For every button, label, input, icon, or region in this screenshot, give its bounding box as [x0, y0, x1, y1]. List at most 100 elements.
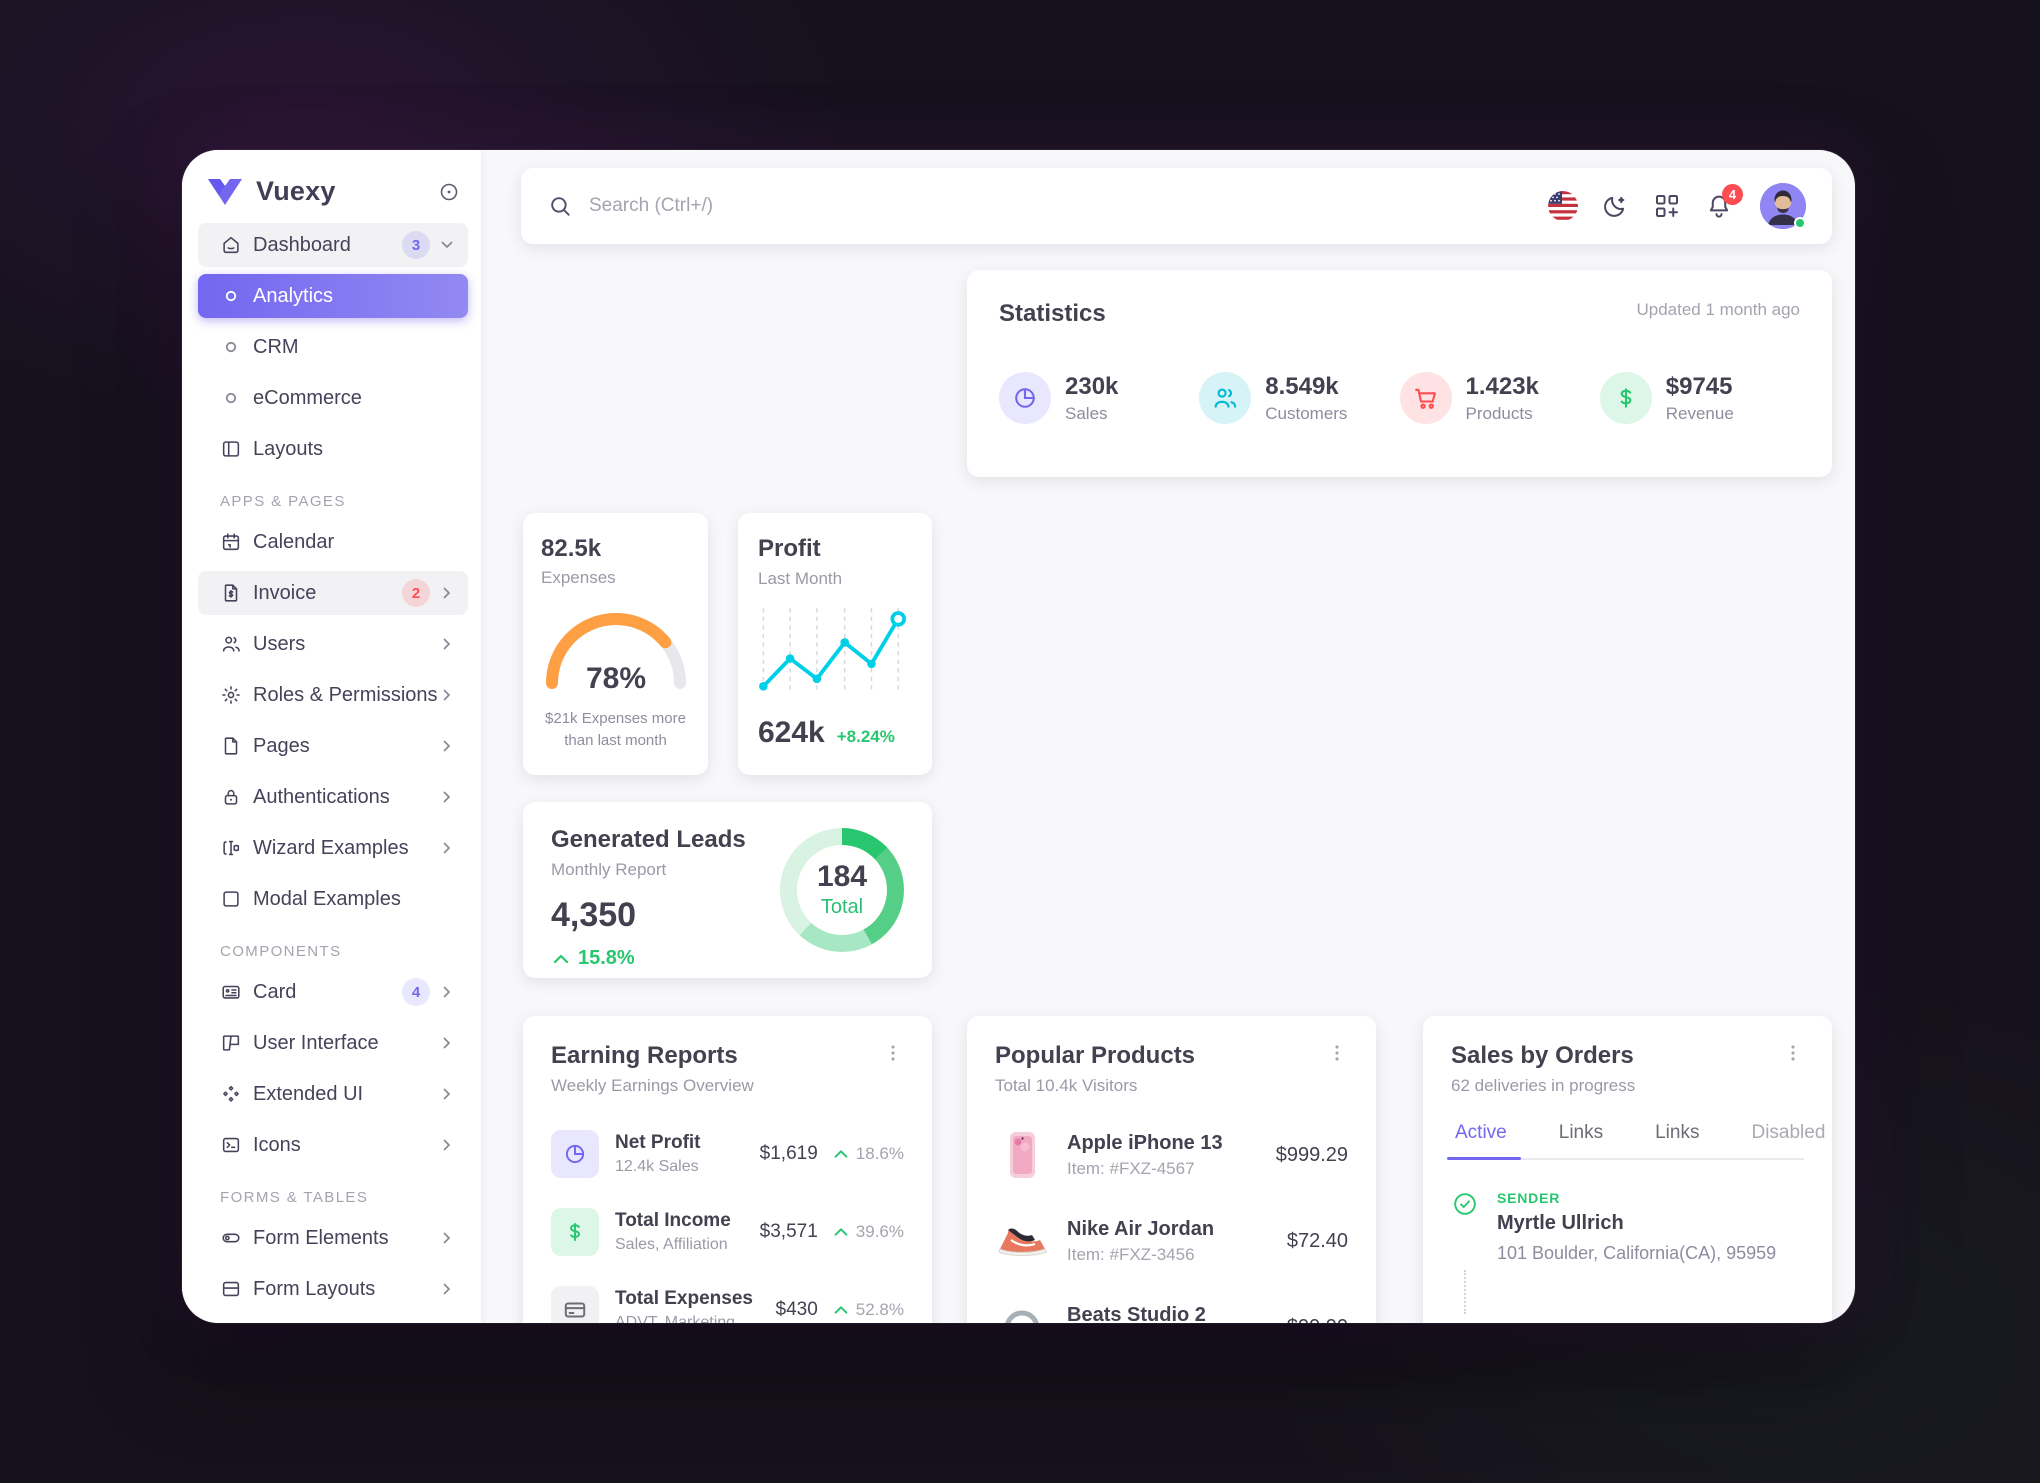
- sidebar-item-wizard-examples[interactable]: Wizard Examples: [198, 826, 468, 870]
- leads-total-label: Total: [820, 895, 864, 918]
- check-circle-icon: [1454, 1193, 1476, 1215]
- main-content: 4 S: [481, 150, 1855, 1323]
- product-price: $99.90: [1287, 1316, 1348, 1324]
- trend-up-icon: [834, 1306, 848, 1314]
- sidebar-item-ecommerce[interactable]: eCommerce: [198, 376, 468, 420]
- sidebar-item-user-interface[interactable]: User Interface: [198, 1021, 468, 1065]
- card-badge: 4: [402, 978, 430, 1006]
- tab-links-2[interactable]: Links: [1655, 1122, 1700, 1143]
- sidebar-item-label: Calendar: [253, 530, 335, 553]
- more-options-icon[interactable]: [882, 1042, 904, 1064]
- tab-links-1[interactable]: Links: [1558, 1122, 1604, 1143]
- notifications-button[interactable]: 4: [1704, 184, 1743, 221]
- sidebar-item-calendar[interactable]: Calendar: [198, 520, 468, 564]
- more-options-icon[interactable]: [1782, 1042, 1804, 1064]
- sidebar-item-form-elements[interactable]: Form Elements: [198, 1216, 468, 1260]
- earning-row-value: $430: [775, 1299, 818, 1320]
- id-card-icon: [222, 985, 240, 999]
- sidebar-item-dashboard[interactable]: Dashboard 3: [198, 223, 468, 267]
- product-name: Beats Studio 2: [1067, 1303, 1206, 1324]
- chevron-right-icon: [443, 740, 450, 752]
- profit-card: Profit Last Month 624k +8.24%: [738, 513, 932, 775]
- expenses-card: 82.5k Expenses 78% $21k Expenses more th…: [523, 513, 708, 775]
- sidebar-collapse-icon[interactable]: [437, 180, 461, 204]
- sidebar-item-users[interactable]: Users: [198, 622, 468, 666]
- trend-up-icon: [834, 1150, 848, 1158]
- sidebar-item-icons[interactable]: Icons: [198, 1123, 468, 1167]
- stat-value: 8.549k: [1265, 372, 1339, 400]
- sidebar-item-form-layouts[interactable]: Form Layouts: [198, 1267, 468, 1311]
- sidebar-item-label: Form Elements: [253, 1226, 389, 1249]
- chart-pie-icon: [1015, 388, 1035, 408]
- tab-active[interactable]: Active: [1447, 1122, 1521, 1160]
- earning-row-title: Total Income: [615, 1210, 731, 1231]
- language-flag-icon[interactable]: [1548, 191, 1578, 221]
- sidebar-item-label: Invoice: [253, 581, 317, 604]
- profit-delta: +8.24%: [836, 727, 895, 746]
- earning-reports-card: Earning Reports Weekly Earnings Overview…: [523, 1016, 932, 1323]
- product-item-id: Item: #FXZ-4567: [1067, 1158, 1195, 1178]
- dollar-icon: [570, 1222, 580, 1242]
- sidebar-item-modal-examples[interactable]: Modal Examples: [198, 877, 468, 921]
- sidebar-item-analytics[interactable]: Analytics: [198, 274, 468, 318]
- product-row-beats: Beats Studio 2 Item: #FXZ-9485 $99.90: [995, 1300, 1348, 1323]
- earning-row-total-income: Total Income Sales, Affiliation $3,571 3…: [551, 1208, 904, 1256]
- expenses-gauge-chart: 78%: [541, 606, 691, 695]
- section-header-forms-tables: FORMS & TABLES: [220, 1189, 369, 1206]
- expenses-value: 82.5k: [541, 535, 602, 562]
- shortcuts-button[interactable]: [1652, 191, 1682, 221]
- sidebar-item-card[interactable]: Card 4: [198, 970, 468, 1014]
- sidebar-item-layouts[interactable]: Layouts: [198, 427, 468, 471]
- sidebar-item-label: Modal Examples: [253, 887, 401, 910]
- sidebar-item-label: Roles & Permissions: [253, 683, 438, 706]
- sidebar-item-pages[interactable]: Pages: [198, 724, 468, 768]
- dark-mode-toggle[interactable]: [1600, 191, 1630, 221]
- stat-value: 1.423k: [1465, 372, 1539, 400]
- chevron-right-icon: [443, 587, 450, 599]
- sidebar-item-label: eCommerce: [253, 386, 362, 409]
- section-header-components: COMPONENTS: [220, 943, 342, 960]
- tab-disabled[interactable]: Disabled: [1751, 1122, 1826, 1143]
- chart-pie-icon: [565, 1144, 585, 1164]
- sidebar-item-authentications[interactable]: Authentications: [198, 775, 468, 819]
- file-icon: [224, 737, 238, 755]
- sidebar-item-label: CRM: [253, 335, 299, 358]
- orders-title: Sales by Orders: [1451, 1042, 1634, 1069]
- vuexy-logo-icon: [208, 178, 242, 205]
- sidebar-item-label: Card: [253, 980, 297, 1003]
- trend-up-icon: [834, 1228, 848, 1236]
- statistics-row: 230k Sales 8.549k Customers 1.423k Products: [999, 372, 1800, 424]
- product-name: Apple iPhone 13: [1067, 1131, 1223, 1154]
- leads-subtitle: Monthly Report: [551, 860, 667, 879]
- product-row-nike: Nike Air Jordan Item: #FXZ-3456 $72.40: [995, 1214, 1348, 1268]
- chevron-right-icon: [443, 842, 450, 854]
- iphone-product-image: [995, 1128, 1049, 1182]
- moon-icon: [1604, 196, 1625, 217]
- chevron-right-icon: [443, 689, 450, 701]
- more-options-icon[interactable]: [1326, 1042, 1348, 1064]
- sidebar-item-label: Layouts: [253, 437, 324, 460]
- notification-badge: 4: [1722, 184, 1743, 205]
- earning-row-value: $1,619: [759, 1143, 818, 1164]
- headphones-product-image: [995, 1300, 1049, 1323]
- earning-row-delta: 52.8%: [832, 1300, 904, 1320]
- statistics-updated: Updated 1 month ago: [1636, 300, 1800, 319]
- sender-role: SENDER: [1497, 1190, 1561, 1206]
- search-icon: [551, 197, 570, 216]
- sidebar-item-roles-permissions[interactable]: Roles & Permissions: [198, 673, 468, 717]
- chevron-right-icon: [443, 986, 450, 998]
- user-avatar[interactable]: [1760, 183, 1806, 229]
- sidebar-item-invoice[interactable]: Invoice 2: [198, 571, 468, 615]
- generated-leads-card: Generated Leads Monthly Report 4,350 15.…: [523, 802, 932, 978]
- earning-row-title: Total Expenses: [615, 1288, 753, 1309]
- sidebar-item-extended-ui[interactable]: Extended UI: [198, 1072, 468, 1116]
- sidebar-item-crm[interactable]: CRM: [198, 325, 468, 369]
- chevron-right-icon: [443, 1232, 450, 1244]
- sidebar-item-label: Form Layouts: [253, 1277, 376, 1300]
- earning-row-title: Net Profit: [615, 1132, 701, 1153]
- section-header-apps-pages: APPS & PAGES: [220, 493, 346, 510]
- dollar-icon: [1620, 388, 1632, 408]
- search-input[interactable]: [589, 195, 1089, 217]
- earning-row-total-expenses: Total Expenses ADVT, Marketing $430 52.8…: [551, 1286, 904, 1323]
- sidebar-item-label: Authentications: [253, 785, 390, 808]
